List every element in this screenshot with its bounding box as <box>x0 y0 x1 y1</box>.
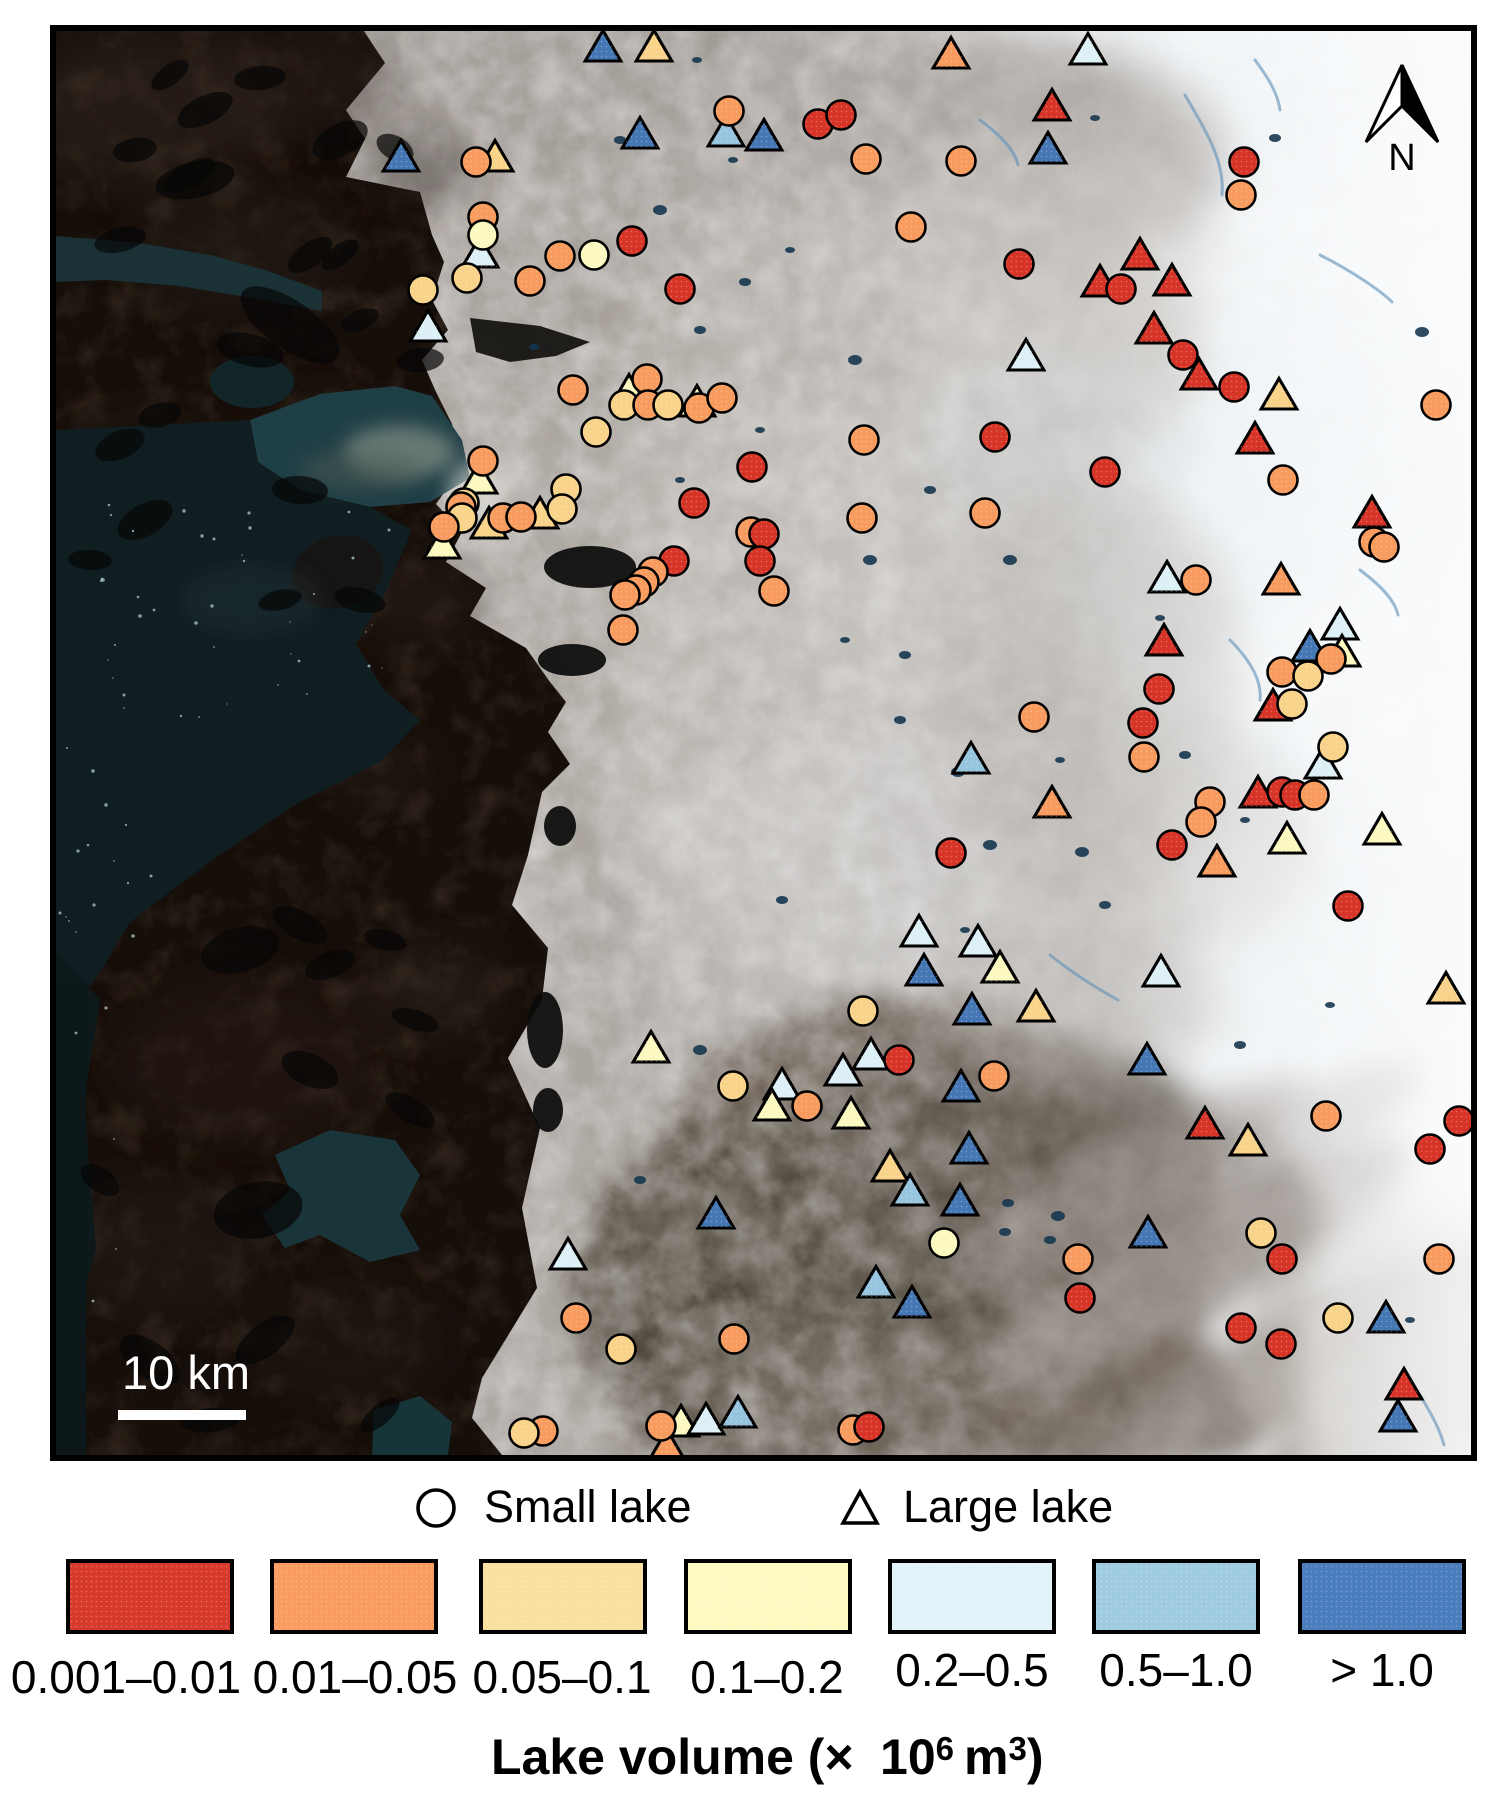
svg-text:> 1.0: > 1.0 <box>1330 1644 1434 1696</box>
svg-text:Large lake: Large lake <box>903 1481 1113 1532</box>
svg-text:0.01–0.05: 0.01–0.05 <box>253 1651 458 1703</box>
svg-text:10 km: 10 km <box>122 1346 250 1399</box>
svg-text:0.001–0.01: 0.001–0.01 <box>11 1651 241 1703</box>
svg-text:0.1–0.2: 0.1–0.2 <box>690 1651 843 1703</box>
svg-text:Small lake: Small lake <box>484 1481 692 1532</box>
svg-text:0.05–0.1: 0.05–0.1 <box>472 1651 651 1703</box>
svg-text:Lake volume (× 106 m3): Lake volume (× 106 m3) <box>491 1729 1044 1785</box>
svg-text:0.5–1.0: 0.5–1.0 <box>1099 1644 1252 1696</box>
svg-text:N: N <box>1388 137 1415 179</box>
svg-text:0.2–0.5: 0.2–0.5 <box>895 1644 1048 1696</box>
